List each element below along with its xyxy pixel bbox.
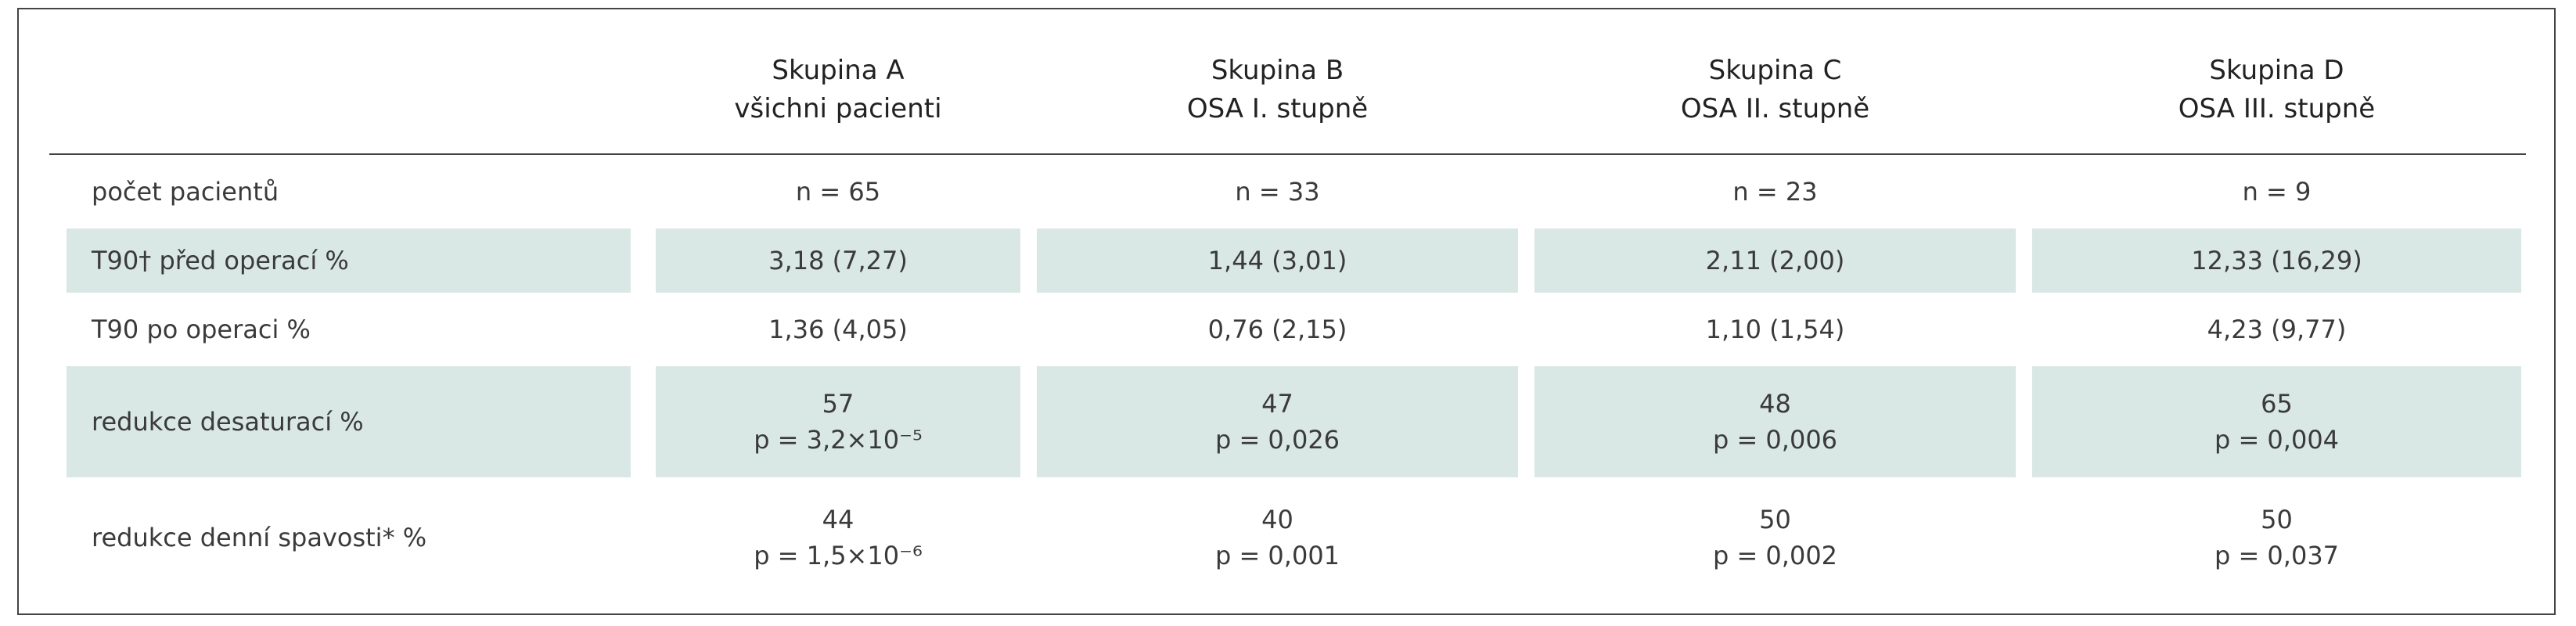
table-cell: n = 33 xyxy=(1037,160,1518,224)
table-cell: n = 23 xyxy=(1534,160,2016,224)
cell-text: n = 33 xyxy=(1235,176,1320,207)
column-subtitle: všichni pacienti xyxy=(734,93,942,124)
cell-text: 1,44 (3,01) xyxy=(1207,245,1347,275)
table-cell: 1,36 (4,05) xyxy=(656,297,1020,362)
table-cell: 2,11 (2,00) xyxy=(1534,228,2016,293)
cell-text: 50 xyxy=(2261,504,2293,534)
column-title: Skupina A xyxy=(772,54,905,86)
column-title: Skupina C xyxy=(1708,54,1842,86)
cell-text: p = 0,037 xyxy=(2214,541,2340,570)
cell-text: 2,11 (2,00) xyxy=(1705,245,1845,275)
column-header: Skupina B OSA I. stupně xyxy=(1037,31,1518,149)
cell-text: 47 xyxy=(1261,388,1293,419)
table-cell: 4,23 (9,77) xyxy=(2032,297,2521,362)
column-title: Skupina D xyxy=(2209,54,2344,86)
column-header: Skupina A všichni pacienti xyxy=(656,31,1020,149)
row-label-text: T90† před operací % xyxy=(92,245,349,275)
row-label-text: T90 po operaci % xyxy=(92,314,311,344)
row-label-text: redukce denní spavosti* % xyxy=(92,522,427,552)
cell-text: 44 xyxy=(822,504,854,534)
cell-text: n = 65 xyxy=(795,176,881,207)
table-cell: 47 p = 0,026 xyxy=(1037,366,1518,477)
row-label: redukce desaturací % xyxy=(67,366,631,477)
cell-text: 40 xyxy=(1261,504,1293,534)
column-subtitle: OSA III. stupně xyxy=(2178,93,2376,124)
cell-text: p = 0,026 xyxy=(1214,425,1340,455)
row-label-text: počet pacientů xyxy=(92,176,279,207)
cell-text: 57 xyxy=(822,388,854,419)
table-cell: 0,76 (2,15) xyxy=(1037,297,1518,362)
table-cell: 57 p = 3,2×10⁻⁵ xyxy=(656,366,1020,477)
cell-text: 12,33 (16,29) xyxy=(2191,245,2362,275)
row-label-text: redukce desaturací % xyxy=(92,406,364,437)
row-label: T90 po operaci % xyxy=(67,297,631,362)
row-label: T90† před operací % xyxy=(67,228,631,293)
cell-text: n = 23 xyxy=(1732,176,1818,207)
table-cell: 50 p = 0,002 xyxy=(1534,482,2016,593)
cell-text: p = 0,002 xyxy=(1712,541,1838,570)
cell-text: 65 xyxy=(2261,388,2293,419)
table-cell: 12,33 (16,29) xyxy=(2032,228,2521,293)
column-title: Skupina B xyxy=(1211,54,1344,86)
table-cell: 65 p = 0,004 xyxy=(2032,366,2521,477)
row-label: redukce denní spavosti* % xyxy=(67,482,631,593)
row-label: počet pacientů xyxy=(67,160,631,224)
cell-text: 48 xyxy=(1759,388,1791,419)
cell-text: 0,76 (2,15) xyxy=(1207,314,1347,344)
table-frame xyxy=(17,8,2556,615)
column-header: Skupina D OSA III. stupně xyxy=(2032,31,2521,149)
cell-text: p = 0,004 xyxy=(2214,425,2340,455)
column-header: Skupina C OSA II. stupně xyxy=(1534,31,2016,149)
table-cell: 44 p = 1,5×10⁻⁶ xyxy=(656,482,1020,593)
cell-text: 4,23 (9,77) xyxy=(2207,314,2347,344)
cell-text: p = 0,006 xyxy=(1712,425,1838,455)
table-cell: 50 p = 0,037 xyxy=(2032,482,2521,593)
cell-text: n = 9 xyxy=(2242,176,2312,207)
column-subtitle: OSA I. stupně xyxy=(1186,93,1369,124)
cell-text: p = 1,5×10⁻⁶ xyxy=(754,541,923,570)
cell-text: 1,36 (4,05) xyxy=(768,314,908,344)
table-cell: n = 9 xyxy=(2032,160,2521,224)
column-subtitle: OSA II. stupně xyxy=(1680,93,1870,124)
table-cell: 48 p = 0,006 xyxy=(1534,366,2016,477)
cell-text: p = 3,2×10⁻⁵ xyxy=(754,425,923,455)
table-cell: 3,18 (7,27) xyxy=(656,228,1020,293)
header-rule xyxy=(49,153,2526,155)
cell-text: 1,10 (1,54) xyxy=(1705,314,1845,344)
cell-text: p = 0,001 xyxy=(1214,541,1340,570)
table-cell: 1,44 (3,01) xyxy=(1037,228,1518,293)
cell-text: 3,18 (7,27) xyxy=(768,245,908,275)
cell-text: 50 xyxy=(1759,504,1791,534)
table-cell: n = 65 xyxy=(656,160,1020,224)
table-cell: 1,10 (1,54) xyxy=(1534,297,2016,362)
table-cell: 40 p = 0,001 xyxy=(1037,482,1518,593)
